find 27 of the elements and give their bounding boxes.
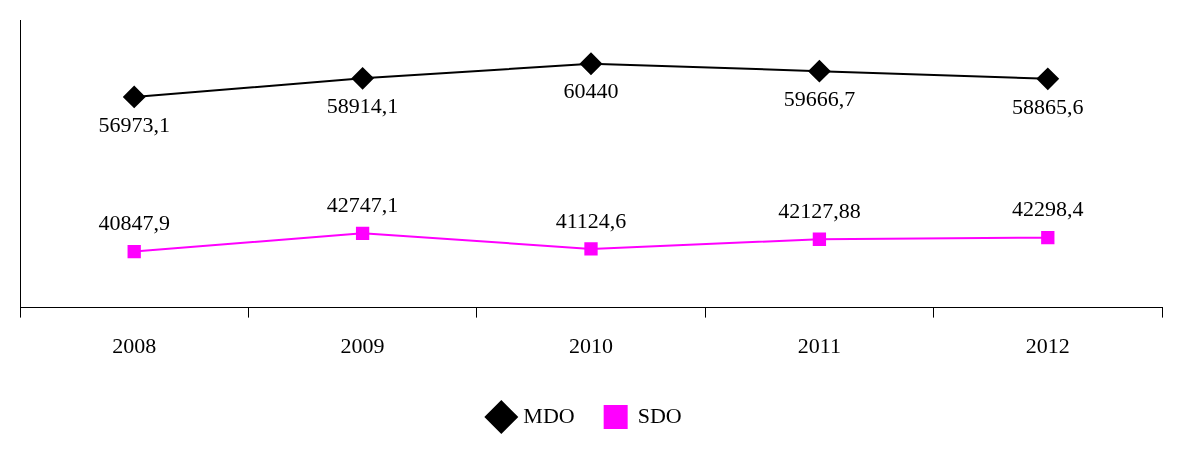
legend-label: MDO (523, 402, 575, 428)
point (1036, 67, 1059, 90)
point (123, 85, 146, 108)
x-tick-label: 2009 (340, 332, 385, 358)
data-label: 42127,88 (778, 198, 861, 224)
point (808, 60, 831, 83)
data-label: 60440 (563, 78, 619, 104)
data-label: 58865,6 (1012, 93, 1084, 119)
point (1041, 230, 1055, 245)
x-tick-label: 2010 (569, 332, 613, 358)
point (584, 242, 598, 256)
x-tick-label: 2011 (797, 332, 841, 358)
x-tick-label: 2008 (112, 332, 157, 358)
data-label: 42747,1 (326, 192, 399, 218)
point (812, 232, 827, 246)
data-label: 58914,1 (326, 93, 399, 119)
point (127, 244, 141, 259)
data-label: 42298,4 (1012, 196, 1084, 222)
point (355, 226, 370, 240)
data-label: 41124,6 (555, 207, 627, 233)
data-label: 59666,7 (783, 85, 856, 111)
legend-label: SDO (637, 402, 682, 428)
point (351, 67, 374, 90)
data-label: 40847,9 (98, 210, 170, 236)
point (580, 52, 602, 75)
x-tick-label: 2012 (1025, 332, 1070, 358)
data-label: 56973,1 (98, 111, 170, 137)
